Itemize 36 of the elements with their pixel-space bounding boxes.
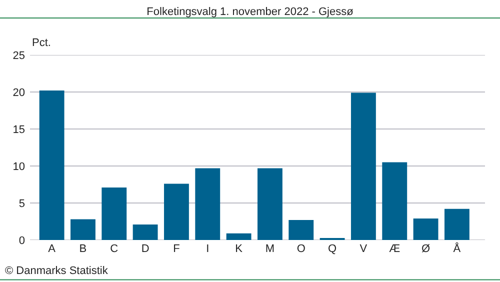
x-tick-label: O [296,243,306,255]
bar [413,218,438,240]
x-tick-label: A [48,243,56,255]
bar [288,220,314,240]
bar [226,233,252,240]
bar [444,208,470,240]
bar [382,162,408,240]
x-tick-label: V [360,243,368,255]
y-axis-title: Pct. [32,37,51,49]
x-tick-label: I [206,243,210,255]
x-tick-label: M [265,243,275,255]
x-tick-label: B [79,243,87,255]
y-tick-label: 20 [12,86,25,99]
y-tick-label: 15 [12,124,25,136]
x-tick-label: Å [453,242,462,255]
x-tick-label: C [110,243,118,255]
bar [195,168,220,240]
bar [164,184,189,240]
x-tick-label: D [141,243,150,255]
y-tick-label: 5 [18,198,25,210]
y-tick-label: 10 [12,160,25,173]
chart-title: Folketingsvalg 1. november 2022 - Gjessø [146,6,354,18]
bar [132,224,158,240]
bar [350,92,376,240]
bar [70,219,96,240]
text: © Danmarks Statistik [5,265,108,277]
bar [258,168,282,240]
x-tick-label: Ø [422,243,431,255]
x-tick-label: Q [328,243,338,255]
y-tick-label: 25 [12,50,25,62]
x-tick-label: F [173,243,180,255]
bar [39,90,64,240]
y-tick-label: 0 [18,234,25,247]
x-tick-label: K [235,243,244,255]
bar [102,187,127,240]
x-tick-label: Æ [389,243,400,255]
